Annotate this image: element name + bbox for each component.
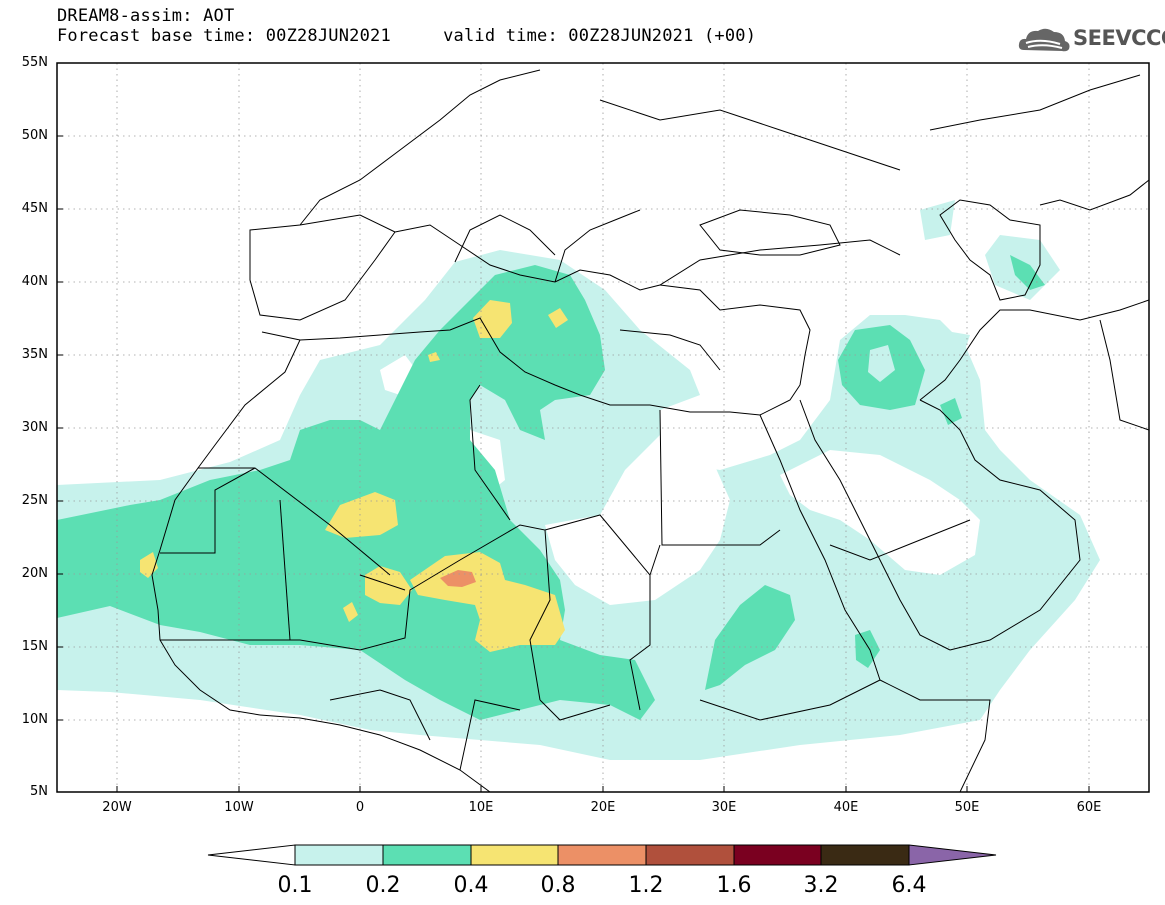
colorbar-label: 0.1 <box>277 873 313 898</box>
lat-label: 25N <box>21 493 48 508</box>
lon-label: 0 <box>355 800 365 815</box>
colorbar <box>207 844 997 866</box>
colorbar-label: 0.2 <box>365 873 401 898</box>
lon-label: 30E <box>711 800 737 815</box>
lat-label: 50N <box>21 128 48 143</box>
lat-label: 55N <box>21 55 48 70</box>
axis-ticks <box>57 62 1090 792</box>
lat-label: 10N <box>21 712 48 727</box>
lat-label: 15N <box>21 639 48 654</box>
lat-label: 5N <box>30 784 48 799</box>
colorbar-label: 0.8 <box>540 873 576 898</box>
lon-label: 20W <box>102 800 132 815</box>
lon-label: 60E <box>1076 800 1102 815</box>
lon-label: 20E <box>590 800 616 815</box>
colorbar-segment-1 <box>294 844 384 866</box>
logo-text: SEEVCCC <box>1073 26 1165 50</box>
lat-label: 45N <box>21 201 48 216</box>
colorbar-label: 1.6 <box>716 873 752 898</box>
colorbar-segment-7 <box>820 844 910 866</box>
lon-label: 50E <box>954 800 980 815</box>
graticule <box>57 63 1149 792</box>
colorbar-segment-6 <box>733 844 822 866</box>
map-title: DREAM8-assim: AOT <box>57 6 235 26</box>
colorbar-label: 0.4 <box>453 873 489 898</box>
colorbar-label: 3.2 <box>803 873 839 898</box>
colorbar-label: 1.2 <box>628 873 664 898</box>
lon-label: 10W <box>224 800 254 815</box>
colorbar-segment-5 <box>645 844 735 866</box>
cloud-icon <box>1018 28 1070 52</box>
lon-label: 40E <box>833 800 859 815</box>
country-borders <box>151 69 1149 792</box>
colorbar-right-arrow <box>908 844 997 866</box>
lat-label: 20N <box>21 566 48 581</box>
colorbar-segment-2 <box>382 844 472 866</box>
forecast-time-line: Forecast base time: 00Z28JUN2021 valid t… <box>57 26 757 46</box>
lon-label: 10E <box>468 800 494 815</box>
lat-label: 35N <box>21 347 48 362</box>
colorbar-left-arrow <box>207 844 296 866</box>
colorbar-segment-3 <box>470 844 559 866</box>
lat-label: 40N <box>21 274 48 289</box>
lat-label: 30N <box>21 420 48 435</box>
colorbar-segment-4 <box>557 844 647 866</box>
colorbar-label: 6.4 <box>891 873 927 898</box>
